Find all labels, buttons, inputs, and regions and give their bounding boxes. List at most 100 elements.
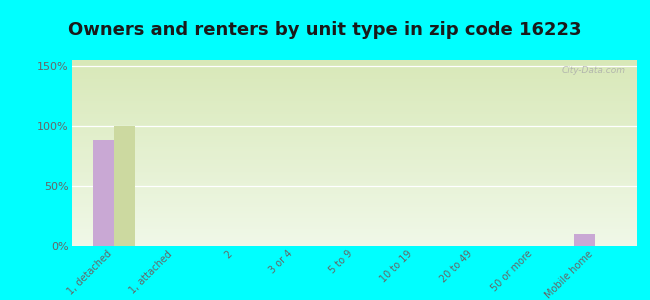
Bar: [72, 198, 637, 200]
Bar: [72, 242, 637, 244]
Bar: [72, 116, 637, 118]
Bar: [72, 62, 637, 64]
Bar: [72, 71, 637, 73]
Bar: [72, 231, 637, 233]
Bar: [72, 64, 637, 66]
Bar: [72, 123, 637, 125]
Bar: [72, 103, 637, 105]
Bar: [72, 114, 637, 116]
Bar: [72, 194, 637, 196]
Bar: [72, 196, 637, 198]
Bar: [72, 144, 637, 146]
Bar: [72, 170, 637, 172]
Bar: [72, 94, 637, 95]
Bar: [72, 105, 637, 106]
Bar: [72, 172, 637, 173]
Bar: [72, 134, 637, 136]
Bar: [72, 200, 637, 201]
Bar: [72, 112, 637, 114]
Bar: [72, 238, 637, 240]
Bar: [72, 129, 637, 131]
Bar: [72, 142, 637, 144]
Bar: [72, 136, 637, 138]
Bar: [72, 187, 637, 188]
Bar: [72, 95, 637, 97]
Bar: [72, 222, 637, 224]
Bar: [72, 86, 637, 88]
Bar: [72, 66, 637, 68]
Bar: [72, 92, 637, 94]
Bar: [72, 203, 637, 205]
Bar: [72, 84, 637, 86]
Bar: [72, 218, 637, 220]
Bar: [72, 240, 637, 242]
Bar: [72, 77, 637, 79]
Bar: [72, 207, 637, 209]
Bar: [72, 220, 637, 222]
Bar: [72, 227, 637, 229]
Bar: [72, 237, 637, 239]
Bar: [72, 209, 637, 211]
Bar: [72, 173, 637, 175]
Bar: [72, 97, 637, 99]
Bar: [72, 212, 637, 214]
Bar: [72, 147, 637, 149]
Bar: [72, 155, 637, 157]
Bar: [72, 244, 637, 246]
Bar: [72, 184, 637, 187]
Bar: [72, 80, 637, 82]
Text: City-Data.com: City-Data.com: [562, 66, 626, 75]
Bar: [72, 181, 637, 183]
Bar: [72, 140, 637, 142]
Bar: [72, 133, 637, 134]
Bar: [72, 118, 637, 119]
Bar: [72, 138, 637, 140]
Bar: [72, 127, 637, 129]
Bar: [72, 82, 637, 84]
Bar: [72, 106, 637, 108]
Bar: [72, 68, 637, 69]
Bar: [574, 234, 595, 246]
Bar: [72, 160, 637, 162]
Bar: [72, 151, 637, 153]
Bar: [72, 131, 637, 133]
Bar: [72, 122, 637, 123]
Bar: [72, 79, 637, 80]
Bar: [72, 201, 637, 203]
Bar: [72, 183, 637, 184]
Bar: [72, 179, 637, 181]
Bar: [72, 69, 637, 71]
Bar: [72, 146, 637, 147]
Bar: [72, 157, 637, 159]
Bar: [72, 99, 637, 101]
Bar: [72, 235, 637, 237]
Bar: [72, 233, 637, 235]
Bar: [72, 75, 637, 77]
Bar: [72, 88, 637, 90]
Bar: [72, 119, 637, 122]
Bar: [72, 211, 637, 212]
Bar: [114, 126, 135, 246]
Bar: [72, 159, 637, 161]
Bar: [72, 110, 637, 112]
Bar: [72, 101, 637, 103]
Bar: [72, 166, 637, 168]
Bar: [72, 162, 637, 164]
Bar: [72, 164, 637, 166]
Bar: [72, 177, 637, 179]
Bar: [72, 125, 637, 127]
Bar: [72, 108, 637, 110]
Bar: [72, 205, 637, 207]
Bar: [72, 168, 637, 170]
Bar: [72, 224, 637, 226]
Bar: [72, 192, 637, 194]
Bar: [72, 226, 637, 227]
Bar: [72, 73, 637, 75]
Bar: [72, 149, 637, 151]
Bar: [72, 153, 637, 155]
Bar: [72, 190, 637, 192]
Bar: [72, 175, 637, 177]
Bar: [92, 140, 114, 246]
Bar: [72, 214, 637, 216]
Bar: [72, 60, 637, 62]
